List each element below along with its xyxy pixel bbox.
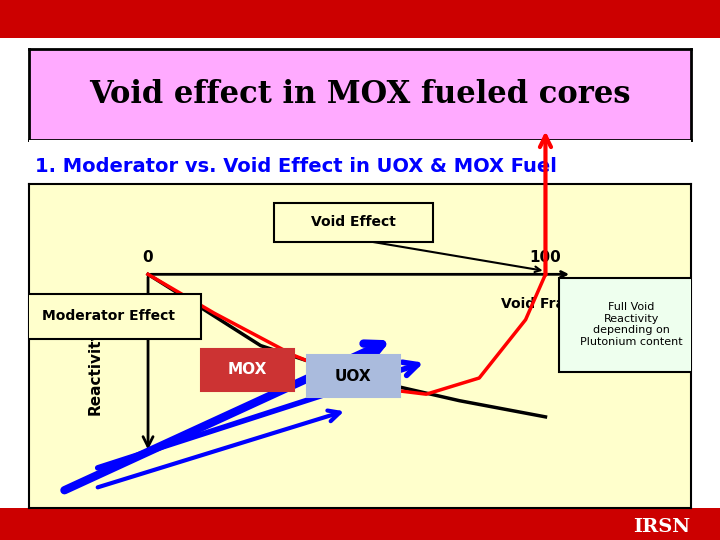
Text: 0: 0	[143, 249, 153, 265]
FancyBboxPatch shape	[16, 294, 201, 339]
Text: MOX: MOX	[228, 362, 267, 377]
Text: Void Fraction: Void Fraction	[500, 297, 603, 311]
Text: Full Void
Reactivity
depending on
Plutonium content: Full Void Reactivity depending on Pluton…	[580, 302, 683, 347]
FancyBboxPatch shape	[201, 349, 294, 391]
FancyBboxPatch shape	[307, 355, 400, 397]
FancyBboxPatch shape	[559, 278, 704, 372]
Text: 100: 100	[530, 249, 562, 265]
Text: Reactivity: Reactivity	[88, 328, 102, 415]
Text: IRSN: IRSN	[634, 518, 690, 536]
Text: Void effect in MOX fueled cores: Void effect in MOX fueled cores	[89, 79, 631, 110]
Text: Moderator Effect: Moderator Effect	[42, 309, 175, 323]
Text: 1. Moderator vs. Void Effect in UOX & MOX Fuel: 1. Moderator vs. Void Effect in UOX & MO…	[35, 157, 557, 176]
Text: Void Effect: Void Effect	[311, 215, 396, 230]
FancyBboxPatch shape	[274, 203, 433, 242]
Text: UOX: UOX	[335, 369, 372, 384]
